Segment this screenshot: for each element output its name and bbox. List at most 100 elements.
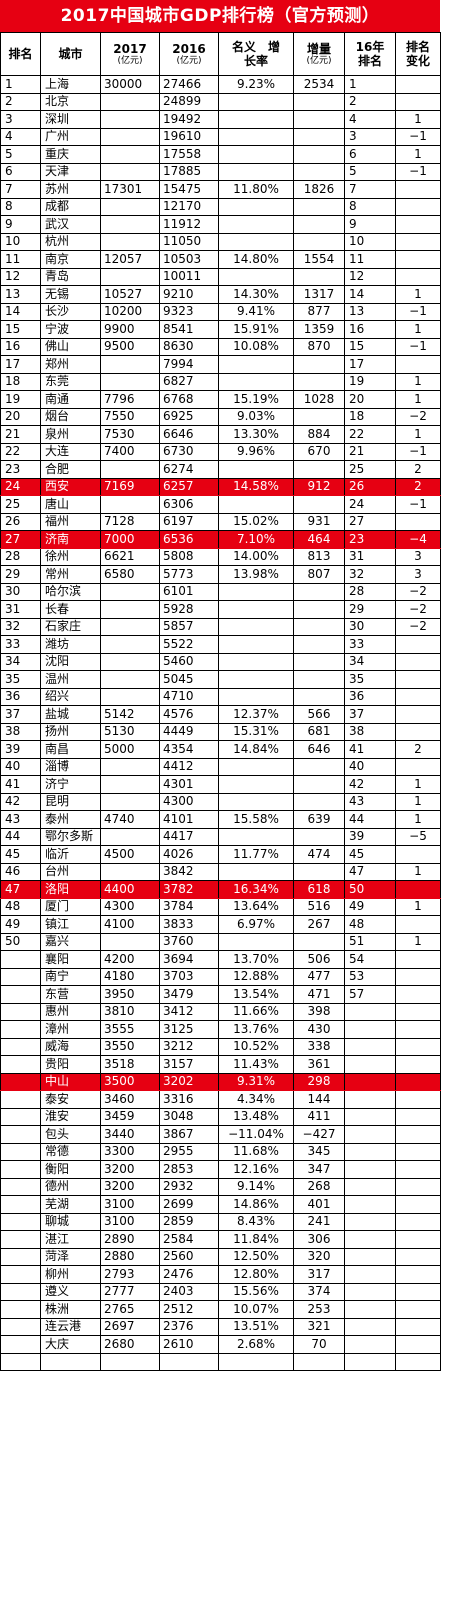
city-cell: 烟台	[40, 407, 101, 426]
rank-cell	[0, 1002, 41, 1021]
gdp2017-cell	[100, 792, 160, 811]
table-row: 45 临沂 4500 4026 11.77% 474 45	[0, 845, 441, 864]
rank-change-cell	[395, 1072, 441, 1091]
increase-cell: 1359	[293, 320, 345, 339]
rank-cell: 42	[0, 792, 41, 811]
rank-change-cell: −1	[395, 302, 441, 321]
header-rank2016: 16年 排名	[344, 32, 396, 76]
rank-change-cell: 1	[395, 792, 441, 811]
rank-cell: 26	[0, 512, 41, 531]
gdp2016-cell: 9210	[159, 285, 219, 304]
rank2016-cell	[344, 1317, 396, 1336]
rank-change-cell	[395, 92, 441, 111]
rank2016-cell	[344, 1282, 396, 1301]
rank-change-cell: −2	[395, 407, 441, 426]
table-row: 遵义 2777 2403 15.56% 374	[0, 1282, 441, 1301]
table-row: 8 成都 12170 8	[0, 197, 441, 216]
rank-cell	[0, 985, 41, 1004]
rank-change-cell	[395, 232, 441, 251]
table-row: 23 合肥 6274 25 2	[0, 460, 441, 479]
increase-cell: 670	[293, 442, 345, 461]
gdp-ranking-table: 排名 城市 2017 (亿元) 2016 (亿元) 名义 增长率 增量 (亿元) 16…	[0, 32, 441, 1371]
increase-cell: 306	[293, 1230, 345, 1249]
rank-cell	[0, 1177, 41, 1196]
rank2016-cell	[344, 1212, 396, 1231]
table-row: 12 青岛 10011 12	[0, 267, 441, 286]
rank2016-cell: 5	[344, 162, 396, 181]
increase-cell	[293, 932, 345, 951]
rank-cell: 19	[0, 390, 41, 409]
growth-cell	[218, 757, 294, 776]
increase-cell	[293, 267, 345, 286]
rank-cell: 34	[0, 652, 41, 671]
city-cell: 中山	[40, 1072, 101, 1091]
rank-cell: 33	[0, 635, 41, 654]
city-cell: 济宁	[40, 775, 101, 794]
table-row: 43 泰州 4740 4101 15.58% 639 44 1	[0, 810, 441, 829]
growth-cell: −11.04%	[218, 1125, 294, 1144]
growth-cell	[218, 1352, 294, 1371]
gdp2016-cell: 3212	[159, 1037, 219, 1056]
rank2016-cell: 53	[344, 967, 396, 986]
table-row: 25 唐山 6306 24 −1	[0, 495, 441, 514]
rank-change-cell	[395, 1037, 441, 1056]
rank2016-cell: 36	[344, 687, 396, 706]
rank-cell	[0, 1090, 41, 1109]
city-cell: 长春	[40, 600, 101, 619]
rank-change-cell	[395, 1177, 441, 1196]
rank-change-cell	[395, 1352, 441, 1371]
table-body: 1 上海 30000 27466 9.23% 2534 1 2 北京 24899 2 3 深圳 19492…	[0, 75, 441, 1371]
increase-cell: 471	[293, 985, 345, 1004]
rank2016-cell: 22	[344, 425, 396, 444]
rank2016-cell: 10	[344, 232, 396, 251]
table-row: 22 大连 7400 6730 9.96% 670 21 −1	[0, 442, 441, 461]
header-increase: 增量 (亿元)	[293, 32, 345, 76]
gdp2016-cell	[159, 1352, 219, 1371]
increase-cell: 516	[293, 897, 345, 916]
growth-cell	[218, 232, 294, 251]
rank-cell: 3	[0, 110, 41, 129]
rank-cell: 41	[0, 775, 41, 794]
rank-cell: 27	[0, 530, 41, 549]
city-cell: 襄阳	[40, 950, 101, 969]
growth-cell	[218, 827, 294, 846]
growth-cell	[218, 775, 294, 794]
table-row: 7 苏州 17301 15475 11.80% 1826 7	[0, 180, 441, 199]
gdp2017-cell	[100, 862, 160, 881]
growth-cell: 8.43%	[218, 1212, 294, 1231]
page-title: 2017中国城市GDP排行榜（官方预测）	[0, 0, 440, 32]
increase-cell: 267	[293, 915, 345, 934]
gdp2017-cell: 3100	[100, 1195, 160, 1214]
table-row: 15 宁波 9900 8541 15.91% 1359 16 1	[0, 320, 441, 339]
city-cell: 淮安	[40, 1107, 101, 1126]
table-row: 37 盐城 5142 4576 12.37% 566 37	[0, 705, 441, 724]
growth-cell	[218, 92, 294, 111]
rank2016-cell: 26	[344, 477, 396, 496]
gdp2016-cell: 8541	[159, 320, 219, 339]
rank-cell: 25	[0, 495, 41, 514]
growth-cell	[218, 355, 294, 374]
table-row-highlighted: 中山 3500 3202 9.31% 298	[0, 1072, 441, 1091]
rank-change-cell: 1	[395, 110, 441, 129]
gdp2017-cell: 4180	[100, 967, 160, 986]
increase-cell: 345	[293, 1142, 345, 1161]
growth-cell	[218, 495, 294, 514]
gdp2017-cell: 2880	[100, 1247, 160, 1266]
increase-cell	[293, 355, 345, 374]
increase-cell	[293, 92, 345, 111]
city-cell: 厦门	[40, 897, 101, 916]
table-row: 东营 3950 3479 13.54% 471 57	[0, 985, 441, 1004]
table-row: 包头 3440 3867 −11.04% −427	[0, 1125, 441, 1144]
rank2016-cell: 8	[344, 197, 396, 216]
table-row: 株洲 2765 2512 10.07% 253	[0, 1300, 441, 1319]
rank-change-cell: −4	[395, 530, 441, 549]
table-row: 襄阳 4200 3694 13.70% 506 54	[0, 950, 441, 969]
rank-change-cell	[395, 1282, 441, 1301]
gdp2017-cell: 4740	[100, 810, 160, 829]
growth-cell	[218, 932, 294, 951]
rank2016-cell: 48	[344, 915, 396, 934]
gdp2016-cell: 6827	[159, 372, 219, 391]
rank-cell: 39	[0, 740, 41, 759]
header-growth: 名义 增长率	[218, 32, 294, 76]
rank-cell	[0, 1282, 41, 1301]
